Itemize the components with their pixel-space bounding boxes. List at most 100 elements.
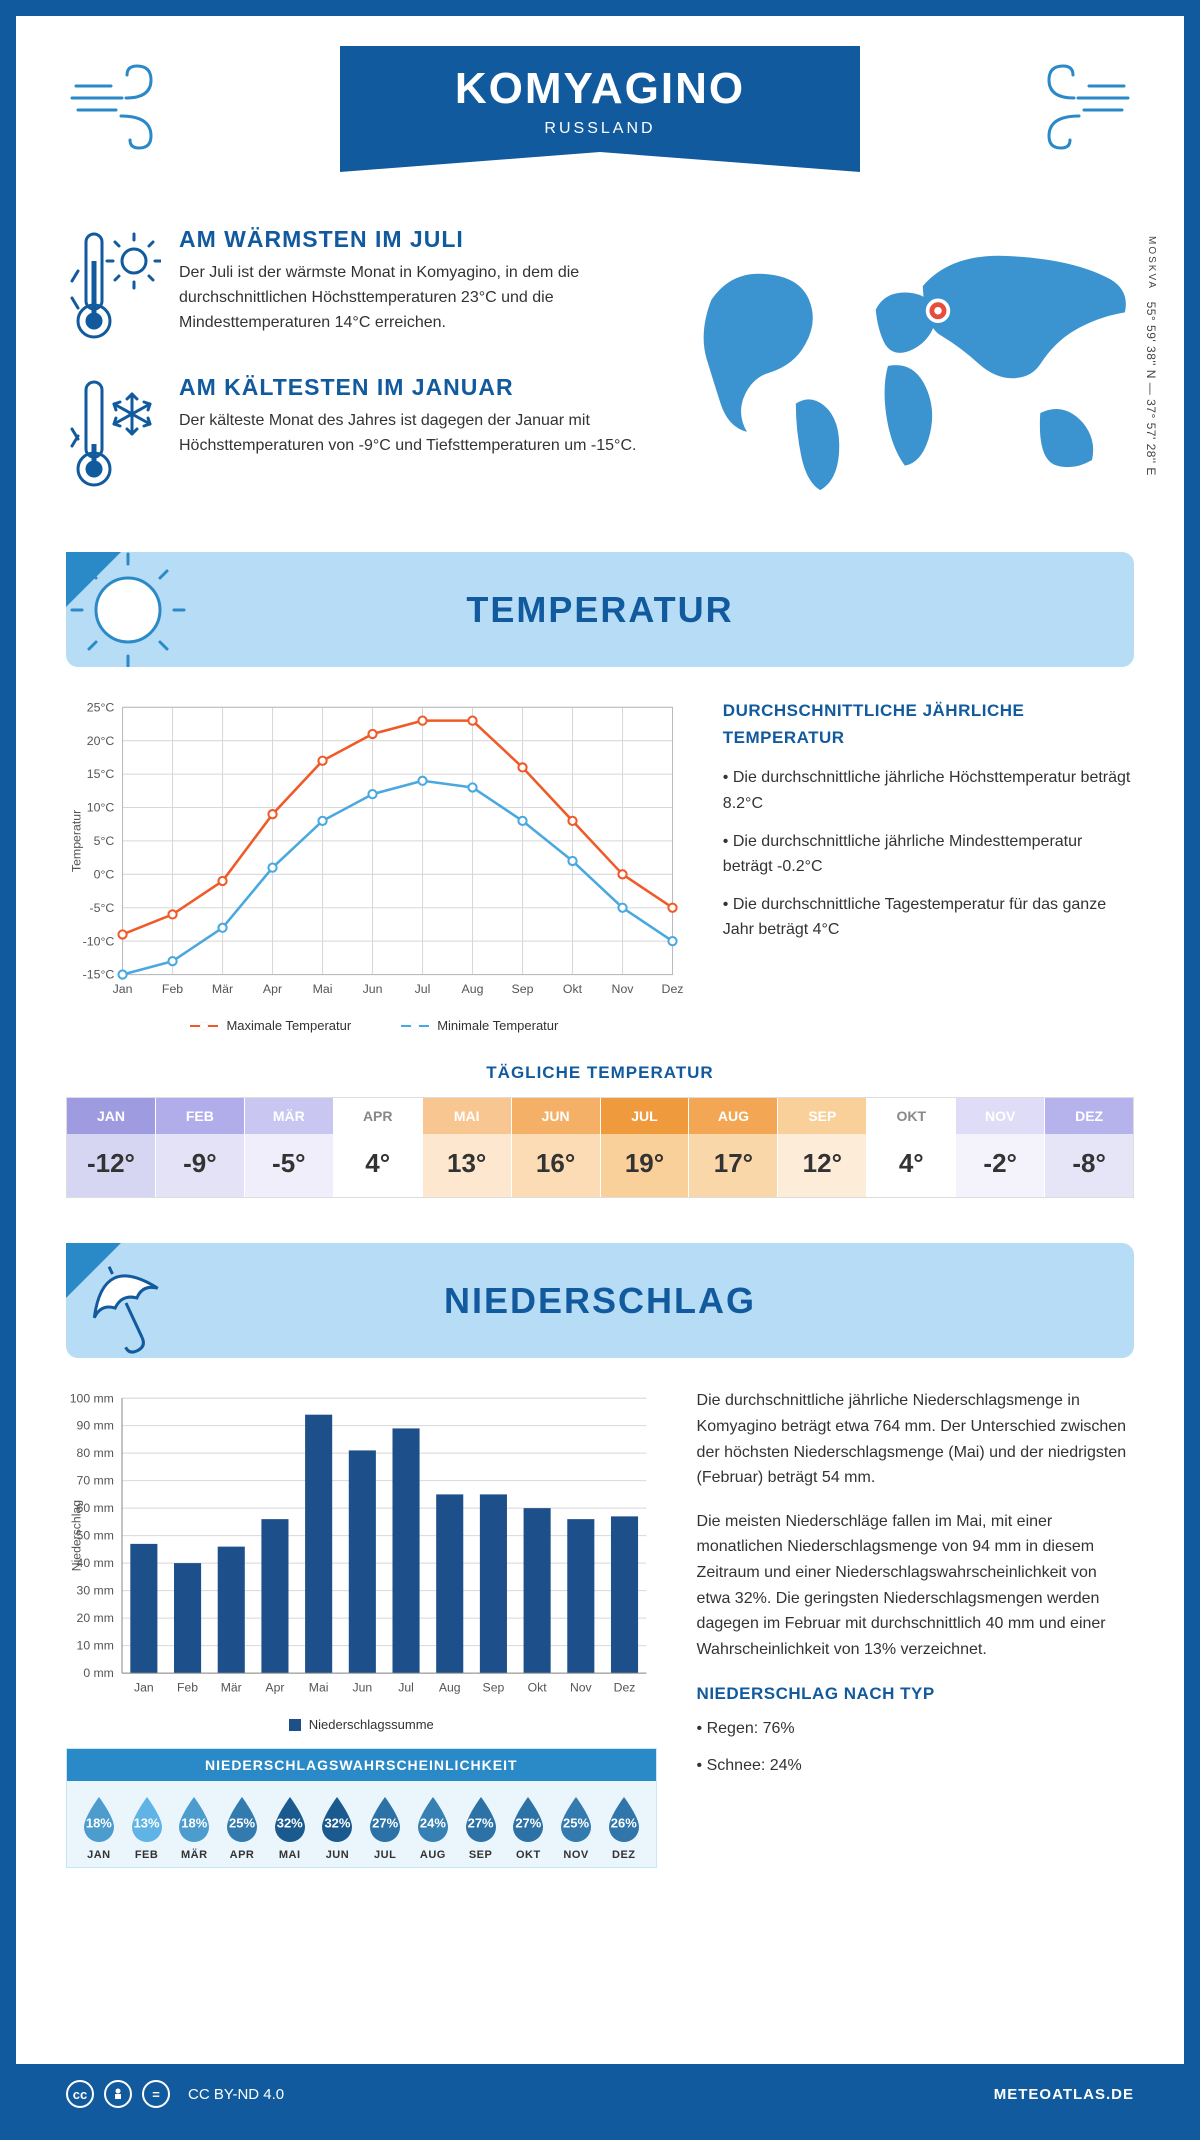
warmest-text: Der Juli ist der wärmste Monat in Komyag… [179, 261, 653, 335]
svg-text:Aug: Aug [439, 1681, 461, 1695]
svg-text:Niederschlag: Niederschlag [69, 1500, 83, 1571]
daily-temp-cell: JAN-12° [67, 1098, 156, 1197]
precip-type-bullet: • Schnee: 24% [697, 1753, 1134, 1779]
prob-drop: 25%NOV [552, 1795, 600, 1861]
legend-high: Maximale Temperatur [190, 1018, 351, 1033]
temperature-title: TEMPERATUR [466, 589, 733, 631]
svg-text:Okt: Okt [563, 982, 583, 996]
city-name: KOMYAGINO [340, 64, 860, 114]
svg-text:20 mm: 20 mm [77, 1612, 114, 1626]
svg-text:Jun: Jun [363, 982, 383, 996]
prob-title: NIEDERSCHLAGSWAHRSCHEINLICHKEIT [67, 1749, 656, 1781]
prob-drop: 27%OKT [504, 1795, 552, 1861]
svg-text:Feb: Feb [162, 982, 183, 996]
daily-temp-cell: APR4° [334, 1098, 423, 1197]
svg-text:Mai: Mai [313, 982, 333, 996]
svg-text:90 mm: 90 mm [77, 1419, 114, 1433]
umbrella-icon [66, 1243, 196, 1358]
temperature-line-chart: -15°C-10°C-5°C0°C5°C10°C15°C20°C25°CJanF… [66, 697, 683, 1033]
temp-bullet: • Die durchschnittliche jährliche Mindes… [723, 829, 1134, 880]
site-name: METEOATLAS.DE [994, 2086, 1134, 2103]
svg-text:80 mm: 80 mm [77, 1447, 114, 1461]
svg-text:10°C: 10°C [87, 801, 115, 815]
svg-text:Okt: Okt [528, 1681, 548, 1695]
svg-text:Apr: Apr [265, 1681, 284, 1695]
warmest-fact: AM WÄRMSTEN IM JULI Der Juli ist der wär… [66, 226, 653, 346]
svg-text:0°C: 0°C [94, 867, 115, 881]
legend-low: Minimale Temperatur [401, 1018, 558, 1033]
coordinates: MOSKVA 55° 59' 38'' N — 37° 57' 28'' E [1144, 236, 1158, 476]
svg-text:Nov: Nov [612, 982, 635, 996]
svg-text:Jan: Jan [113, 982, 133, 996]
daily-temp-cell: FEB-9° [156, 1098, 245, 1197]
svg-text:15°C: 15°C [87, 767, 115, 781]
precip-text-1: Die durchschnittliche jährliche Niedersc… [697, 1388, 1134, 1490]
svg-text:25°C: 25°C [87, 700, 115, 714]
svg-text:Apr: Apr [263, 982, 282, 996]
precip-type-bullet: • Regen: 76% [697, 1716, 1134, 1742]
svg-text:Mär: Mär [221, 1681, 242, 1695]
license-icons: cc = CC BY-ND 4.0 [66, 2080, 284, 2108]
sun-icon [66, 552, 196, 667]
daily-temp-strip: JAN-12°FEB-9°MÄR-5°APR4°MAI13°JUN16°JUL1… [66, 1097, 1134, 1198]
daily-temp-cell: OKT4° [867, 1098, 956, 1197]
daily-temp-cell: JUN16° [512, 1098, 601, 1197]
svg-text:Jun: Jun [352, 1681, 372, 1695]
svg-text:-10°C: -10°C [83, 934, 115, 948]
svg-text:Jul: Jul [398, 1681, 414, 1695]
svg-text:10 mm: 10 mm [77, 1639, 114, 1653]
svg-text:Nov: Nov [570, 1681, 593, 1695]
header: KOMYAGINO RUSSLAND [66, 46, 1134, 216]
svg-text:70 mm: 70 mm [77, 1474, 114, 1488]
warmest-title: AM WÄRMSTEN IM JULI [179, 226, 653, 253]
prob-drop: 13%FEB [123, 1795, 171, 1861]
svg-text:20°C: 20°C [87, 734, 115, 748]
svg-text:5°C: 5°C [94, 834, 115, 848]
precip-title: NIEDERSCHLAG [444, 1280, 756, 1322]
footer: cc = CC BY-ND 4.0 METEOATLAS.DE [16, 2064, 1184, 2124]
svg-text:Jan: Jan [134, 1681, 154, 1695]
prob-drop: 26%DEZ [600, 1795, 648, 1861]
coldest-title: AM KÄLTESTEN IM JANUAR [179, 374, 653, 401]
svg-text:Aug: Aug [462, 982, 484, 996]
svg-text:0 mm: 0 mm [83, 1667, 114, 1681]
license-text: CC BY-ND 4.0 [188, 2086, 284, 2103]
prob-drop: 32%MAI [266, 1795, 314, 1861]
svg-text:-15°C: -15°C [83, 968, 115, 982]
daily-temp-cell: SEP12° [778, 1098, 867, 1197]
daily-temp-cell: JUL19° [601, 1098, 690, 1197]
precip-text-2: Die meisten Niederschläge fallen im Mai,… [697, 1509, 1134, 1663]
prob-drop: 18%MÄR [170, 1795, 218, 1861]
precip-bar-chart: 0 mm10 mm20 mm30 mm40 mm50 mm60 mm70 mm8… [66, 1388, 657, 1709]
prob-drop: 25%APR [218, 1795, 266, 1861]
prob-drop: 18%JAN [75, 1795, 123, 1861]
country-name: RUSSLAND [340, 120, 860, 138]
section-header-temperature: TEMPERATUR [66, 552, 1134, 667]
temp-info-title: DURCHSCHNITTLICHE JÄHRLICHE TEMPERATUR [723, 697, 1134, 751]
coldest-fact: AM KÄLTESTEN IM JANUAR Der kälteste Mona… [66, 374, 653, 494]
svg-text:Jul: Jul [415, 982, 431, 996]
nd-icon: = [142, 2080, 170, 2108]
title-banner: KOMYAGINO RUSSLAND [340, 46, 860, 152]
svg-text:Dez: Dez [614, 1681, 636, 1695]
thermometer-snow-icon [66, 374, 161, 494]
prob-drop: 24%AUG [409, 1795, 457, 1861]
legend-precip: Niederschlagssumme [289, 1717, 434, 1732]
daily-temp-cell: MÄR-5° [245, 1098, 334, 1197]
daily-temp-cell: DEZ-8° [1045, 1098, 1133, 1197]
svg-text:30 mm: 30 mm [77, 1584, 114, 1598]
svg-text:Mai: Mai [309, 1681, 329, 1695]
svg-text:100 mm: 100 mm [70, 1392, 114, 1406]
by-icon [104, 2080, 132, 2108]
prob-drop: 32%JUN [314, 1795, 362, 1861]
coldest-text: Der kälteste Monat des Jahres ist dagege… [179, 409, 653, 459]
daily-temp-cell: AUG17° [689, 1098, 778, 1197]
precip-type-title: NIEDERSCHLAG NACH TYP [697, 1680, 1134, 1707]
wind-icon-left [66, 56, 186, 156]
svg-text:Temperatur: Temperatur [69, 810, 83, 872]
svg-text:Sep: Sep [483, 1681, 505, 1695]
prob-drop: 27%SEP [457, 1795, 505, 1861]
wind-icon-right [1014, 56, 1134, 156]
precip-probability-box: NIEDERSCHLAGSWAHRSCHEINLICHKEIT 18%JAN13… [66, 1748, 657, 1868]
temp-bullet: • Die durchschnittliche Tagestemperatur … [723, 892, 1134, 943]
